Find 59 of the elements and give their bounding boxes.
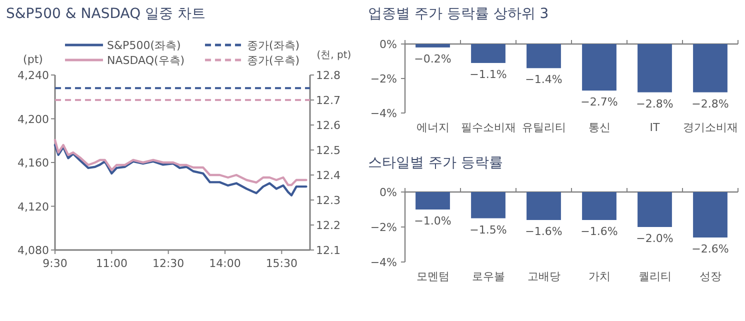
y2-tick-label: 12.4 — [316, 169, 340, 182]
y-tick-label: −2% — [370, 72, 397, 86]
x-tick-label: 통신 — [588, 121, 610, 134]
legend-label: 종가(좌측) — [247, 39, 300, 52]
data-label: −1.6% — [525, 225, 562, 238]
x-tick-label: 퀄리티 — [638, 270, 672, 283]
y-tick-label: −4% — [370, 107, 397, 120]
x-tick-label: 가치 — [588, 270, 610, 283]
y2-tick-label: 12.3 — [316, 194, 340, 207]
y-tick-label: 0% — [380, 38, 397, 51]
y-tick-label: 4,160 — [18, 156, 49, 170]
x-tick-label: 모멘텀 — [416, 270, 450, 283]
y-tick-label: 0% — [380, 186, 397, 199]
data-label: −2.0% — [636, 232, 674, 245]
data-label: −2.8% — [692, 97, 729, 110]
y-tick-label: −4% — [370, 256, 397, 269]
y2-tick-label: 12.1 — [316, 244, 340, 257]
data-label: −1.5% — [470, 223, 507, 236]
y-axis-title: (pt) — [23, 53, 43, 66]
y-tick-label: 4,120 — [18, 200, 49, 214]
y2-tick-label: 12.6 — [316, 119, 340, 132]
y-tick-label: −2% — [370, 221, 397, 234]
y2-tick-label: 12.8 — [316, 69, 340, 82]
y2-tick-label: 12.2 — [316, 219, 340, 232]
y-tick-label: 4,080 — [18, 244, 49, 257]
legend-label: S&P500(좌측) — [107, 39, 181, 52]
data-label: −0.2% — [414, 52, 452, 66]
y-tick-label: 4,200 — [18, 112, 49, 126]
y2-tick-label: 12.5 — [316, 144, 340, 157]
x-tick-label: 고배당 — [527, 270, 560, 283]
data-label: −1.0% — [414, 214, 452, 228]
x-tick-label: 성장 — [699, 270, 722, 283]
x-tick-label: 경기소비재 — [682, 121, 738, 134]
legend-label: NASDAQ(우측) — [107, 54, 185, 67]
line-series — [54, 138, 308, 186]
x-tick-label: 필수소비재 — [460, 121, 516, 134]
x-tick-label: IT — [650, 121, 660, 134]
legend-label: 종가(우측) — [247, 54, 300, 67]
x-tick-label: 11:00 — [96, 257, 128, 270]
x-tick-label: 유틸리티 — [522, 121, 566, 134]
x-tick-label: 14:00 — [209, 257, 241, 270]
data-label: −2.8% — [636, 97, 674, 110]
chart-title: S&P500 & NASDAQ 일중 차트 — [6, 6, 206, 22]
chart-title: 스타일별 주가 등락률 — [368, 155, 503, 171]
data-label: −1.6% — [580, 225, 618, 238]
y2-tick-label: 12.7 — [316, 94, 340, 107]
chart-title: 업종별 주가 등락률 상하위 3 — [368, 6, 549, 22]
y2-axis-title: (천, pt) — [316, 50, 352, 61]
data-label: −1.4% — [525, 73, 562, 86]
data-label: −2.7% — [580, 96, 618, 109]
y-tick-label: 4,240 — [18, 69, 49, 82]
x-tick-label: 15:30 — [266, 257, 298, 270]
x-tick-label: 로우볼 — [472, 270, 505, 283]
x-tick-label: 에너지 — [416, 121, 450, 134]
x-tick-label: 12:30 — [152, 257, 184, 270]
line-series — [54, 144, 308, 196]
x-tick-label: 9:30 — [42, 257, 68, 270]
data-label: −2.6% — [692, 242, 729, 256]
data-label: −1.1% — [470, 68, 507, 81]
